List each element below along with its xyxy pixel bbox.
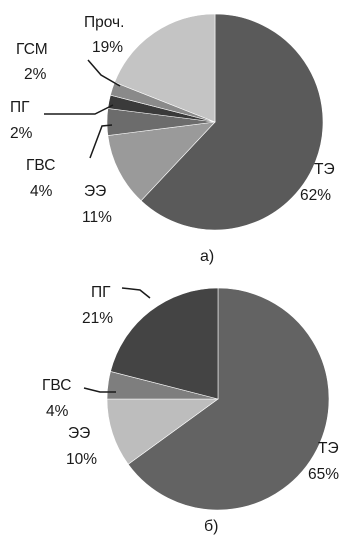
- label-a-gvs-name: ГВС: [26, 157, 55, 174]
- pie-a-slice-0: [140, 13, 324, 231]
- pie-a-leaders: [44, 59, 121, 159]
- label-b-pg-name: ПГ: [91, 284, 111, 301]
- label-a-other-name: Проч.: [84, 14, 124, 31]
- label-a-gvs-value: 4%: [30, 183, 53, 200]
- label-a-ee-name: ЭЭ: [84, 183, 106, 200]
- label-a-te-value: 62%: [300, 187, 331, 204]
- label-a-gsm-name: ГСМ: [16, 41, 48, 58]
- caption-a: а): [200, 248, 214, 265]
- label-a-ee-value: 11%: [82, 209, 112, 226]
- leader-b-pg: [121, 287, 151, 299]
- label-b-gvs-name: ГВС: [42, 377, 71, 394]
- leader-b-gvs: [83, 387, 116, 393]
- pie-b-slice-3: [110, 287, 219, 400]
- pie-b-slice-0: [127, 287, 330, 511]
- leader-a-gvs: [89, 124, 113, 159]
- pie-chart-b: ПГ 21% ГВС 4% ЭЭ 10% ТЭ 65% б): [42, 284, 339, 535]
- label-b-ee-name: ЭЭ: [68, 425, 90, 442]
- label-a-pg-name: ПГ: [10, 99, 30, 116]
- label-b-te-name: ТЭ: [318, 440, 339, 457]
- pie-a-slice-1: [107, 121, 216, 202]
- label-b-ee-value: 10%: [66, 451, 97, 468]
- pie-chart-a: Проч. 19% ГСМ 2% ПГ 2% ГВС 4% ЭЭ 11% ТЭ …: [10, 13, 335, 265]
- leader-a-gsm: [87, 59, 121, 87]
- pie-b-slices: [106, 287, 330, 511]
- pie-b-leaders: [83, 287, 151, 393]
- label-a-gsm-value: 2%: [24, 66, 47, 83]
- pie-a-slices: [106, 13, 324, 231]
- label-b-gvs-value: 4%: [46, 403, 69, 420]
- label-a-other-value: 19%: [92, 39, 123, 56]
- pie-a-slice-5: [114, 13, 216, 123]
- label-b-pg-value: 21%: [82, 310, 113, 327]
- label-a-te-name: ТЭ: [314, 161, 335, 178]
- label-a-pg-value: 2%: [10, 125, 33, 142]
- leader-a-pg: [44, 104, 114, 115]
- label-b-te-value: 65%: [308, 466, 339, 483]
- caption-b: б): [204, 518, 219, 535]
